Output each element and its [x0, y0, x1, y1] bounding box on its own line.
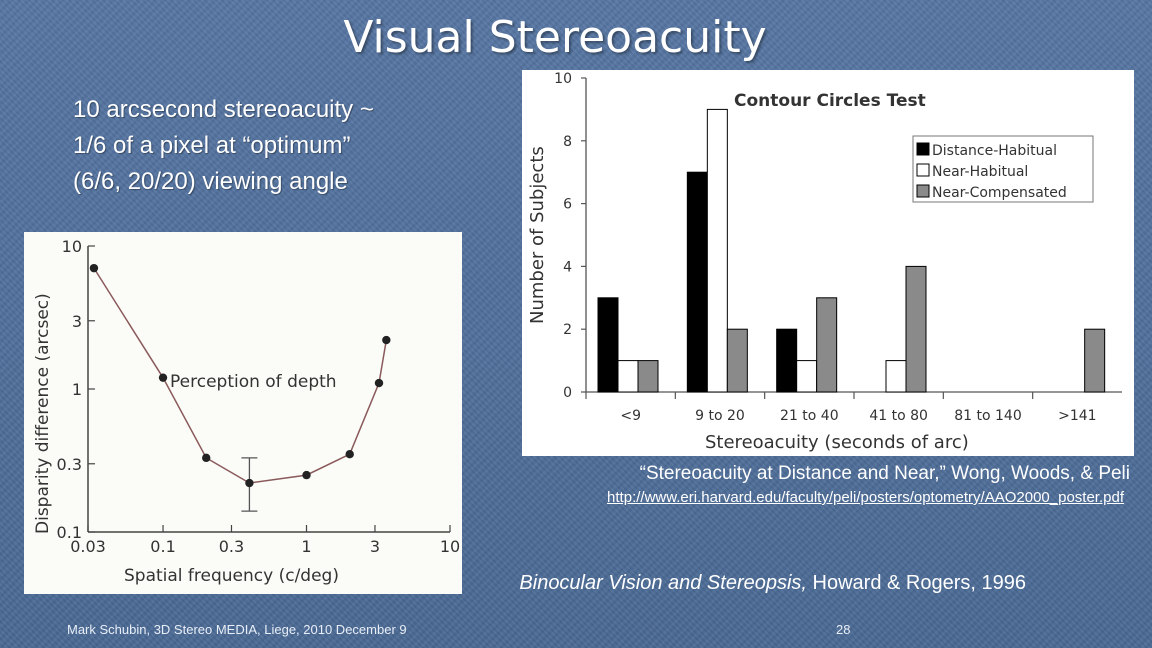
bullet-line-1: 10 arcsecond stereoacuity ~: [73, 96, 374, 123]
disparity-chart-series: [89, 263, 391, 512]
left-data-point: [302, 470, 311, 480]
right-bar: [1084, 328, 1106, 393]
right-legend-box: [912, 135, 1094, 203]
right-bar: [905, 265, 927, 393]
right-x-tick-label: 9 to 20: [695, 408, 745, 424]
right-bar: [816, 297, 838, 393]
right-y-tick-label: 0: [563, 385, 572, 401]
citation-howard-title: Binocular Vision and Stereopsis,: [519, 572, 807, 594]
footer-text: Mark Schubin, 3D Stereo MEDIA, Liege, 20…: [67, 622, 407, 637]
contour-chart-axes: [585, 78, 1122, 393]
right-legend-label: Near-Compensated: [932, 185, 1067, 201]
disparity-chart: 0.1 0.3 1 3 10 0.03 0.1 0.3 1 3 10 Perception of d…: [24, 232, 462, 594]
disparity-chart-annotation: Perception of depth: [170, 372, 337, 392]
right-bar: [706, 108, 728, 393]
contour-chart-title: Contour Circles Test: [734, 91, 926, 111]
left-data-point: [158, 373, 168, 382]
left-y-tick-label: 0.1: [57, 523, 82, 542]
right-x-tick-label: 41 to 80: [869, 408, 928, 424]
right-bar: [726, 328, 748, 393]
citation-link[interactable]: http://www.eri.harvard.edu/faculty/peli/…: [607, 489, 1124, 506]
disparity-chart-ylabel: Disparity difference (arcsec): [33, 293, 53, 534]
left-x-tick-label: 3: [370, 537, 380, 556]
contour-chart-bars: [597, 108, 1106, 393]
bullet-line-3: (6/6, 20/20) viewing angle: [73, 168, 348, 195]
bullet-line-2: 1/6 of a pixel at “optimum”: [73, 132, 351, 159]
left-x-tick-label: 1: [301, 537, 311, 556]
right-bar: [796, 360, 818, 393]
left-data-point: [245, 478, 254, 488]
left-x-tick-label: 0.3: [219, 537, 244, 556]
left-y-tick-label: 1: [72, 380, 82, 399]
left-data-point: [345, 449, 354, 459]
left-x-tick-label: 0.03: [70, 537, 106, 556]
right-y-tick-label: 8: [563, 134, 572, 150]
citation-howard-rest: Howard & Rogers, 1996: [806, 572, 1026, 594]
right-legend-label: Distance-Habitual: [932, 143, 1057, 159]
right-bar: [686, 171, 708, 393]
contour-chart-ticks: 0 2 4 6 8 10 <9 9 to 20 21 to 40 41 to 80 81 to 14…: [554, 71, 1096, 424]
right-legend-swatch: [916, 142, 930, 156]
right-bar: [597, 297, 619, 393]
citation-howard: Binocular Vision and Stereopsis, Howard …: [440, 572, 1026, 595]
right-bar: [637, 360, 659, 393]
page-number: 28: [836, 622, 851, 637]
left-x-tick-label: 10: [440, 537, 460, 556]
contour-chart-legend: Distance-Habitual Near-Habitual Near-Compe…: [912, 135, 1094, 203]
contour-chart-ylabel: Number of Subjects: [527, 146, 548, 324]
bullet-text: 10 arcsecond stereoacuity ~ 1/6 of a pix…: [73, 92, 493, 200]
right-y-tick-label: 4: [563, 259, 572, 275]
disparity-chart-xlabel: Spatial frequency (c/deg): [124, 566, 339, 586]
right-bar: [617, 360, 639, 393]
right-x-tick-label: <9: [620, 408, 641, 424]
right-legend-swatch: [916, 184, 930, 198]
right-y-tick-label: 2: [563, 322, 572, 338]
right-legend-label: Near-Habitual: [932, 164, 1028, 180]
slide-title: Visual Stereoacuity: [343, 12, 767, 63]
left-data-point: [374, 378, 384, 388]
left-data-point: [202, 453, 211, 463]
right-bar: [776, 328, 798, 393]
left-data-point: [89, 263, 99, 273]
left-y-tick-label: 10: [62, 237, 82, 256]
right-x-tick-label: >141: [1058, 408, 1096, 424]
left-y-tick-label: 0.3: [57, 455, 82, 474]
right-bar: [885, 360, 907, 393]
right-x-tick-label: 81 to 140: [954, 408, 1022, 424]
contour-circles-chart-svg: Contour Circles Test 0 2 4 6 8 10 <9 9 to 20 21 …: [527, 71, 1122, 453]
right-y-tick-label: 10: [554, 71, 572, 87]
contour-circles-chart: Contour Circles Test 0 2 4 6 8 10 <9 9 to 20 21 …: [522, 70, 1134, 456]
left-series-line: [93, 267, 388, 484]
citation-wong: “Stereoacuity at Distance and Near,” Won…: [639, 463, 1130, 484]
left-x-tick-label: 0.1: [150, 537, 175, 556]
right-x-tick-label: 21 to 40: [780, 408, 839, 424]
right-y-tick-label: 6: [563, 197, 572, 213]
right-legend-swatch: [916, 163, 930, 177]
left-data-point: [382, 335, 391, 345]
contour-chart-xlabel: Stereoacuity (seconds of arc): [705, 432, 969, 453]
left-y-tick-label: 3: [72, 312, 82, 331]
